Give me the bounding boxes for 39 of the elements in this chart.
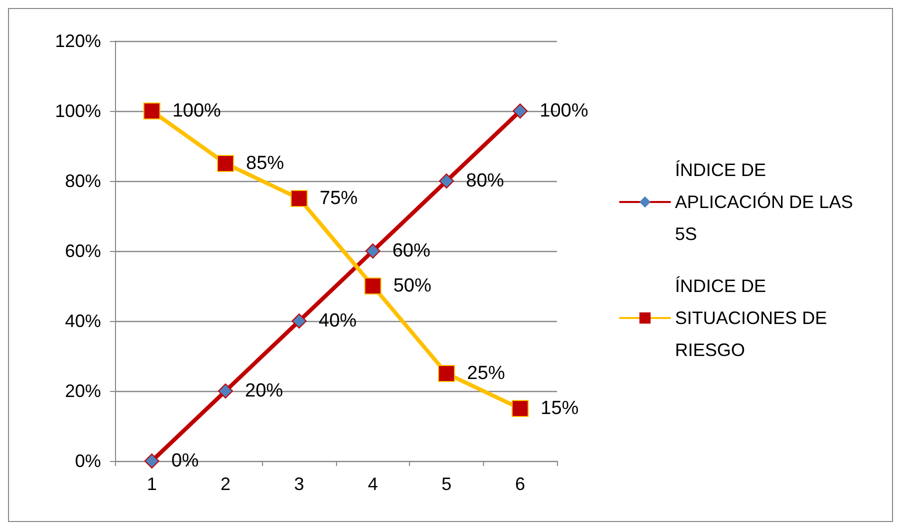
data-label: 40% bbox=[318, 310, 357, 332]
point bbox=[217, 155, 234, 172]
x-tick-label: 2 bbox=[220, 474, 231, 494]
data-label: 75% bbox=[320, 188, 358, 209]
x-tick-label: 6 bbox=[515, 474, 526, 494]
data-label: 100% bbox=[172, 100, 222, 122]
point bbox=[439, 174, 454, 188]
data-label: 85% bbox=[246, 153, 284, 174]
data-label: 15% bbox=[540, 398, 579, 419]
data-label: 20% bbox=[245, 380, 284, 402]
y-tick-label: 0% bbox=[74, 451, 101, 471]
data-label: 80% bbox=[466, 170, 504, 192]
point bbox=[143, 102, 160, 120]
point bbox=[512, 104, 528, 118]
data-label: 50% bbox=[393, 276, 432, 296]
y-tick-label: 60% bbox=[64, 241, 101, 261]
point bbox=[218, 384, 233, 398]
data-label: 0% bbox=[171, 450, 199, 472]
x-tick-label: 1 bbox=[146, 474, 157, 494]
x-tick-label: 3 bbox=[294, 474, 304, 494]
point bbox=[365, 244, 380, 258]
point bbox=[290, 190, 308, 207]
point bbox=[438, 365, 455, 382]
legend-label: ÍNDICE DE SITUACIONES DE RIESGO bbox=[675, 276, 832, 360]
point bbox=[512, 400, 529, 417]
data-label: 25% bbox=[467, 363, 506, 384]
data-label: 60% bbox=[392, 240, 430, 262]
point bbox=[292, 314, 307, 328]
y-tick-label: 120% bbox=[54, 31, 101, 51]
y-tick-label: 80% bbox=[64, 171, 101, 191]
point bbox=[144, 454, 160, 468]
x-tick-label: 5 bbox=[441, 474, 452, 494]
data-label: 100% bbox=[540, 100, 588, 122]
legend-label: ÍNDICE DE APLICACIÓN DE LAS 5S bbox=[675, 160, 858, 244]
y-tick-label: 100% bbox=[54, 101, 101, 121]
x-tick-label: 4 bbox=[368, 474, 378, 494]
y-tick-label: 20% bbox=[64, 381, 101, 401]
point bbox=[364, 278, 382, 294]
y-tick-label: 40% bbox=[64, 311, 101, 331]
